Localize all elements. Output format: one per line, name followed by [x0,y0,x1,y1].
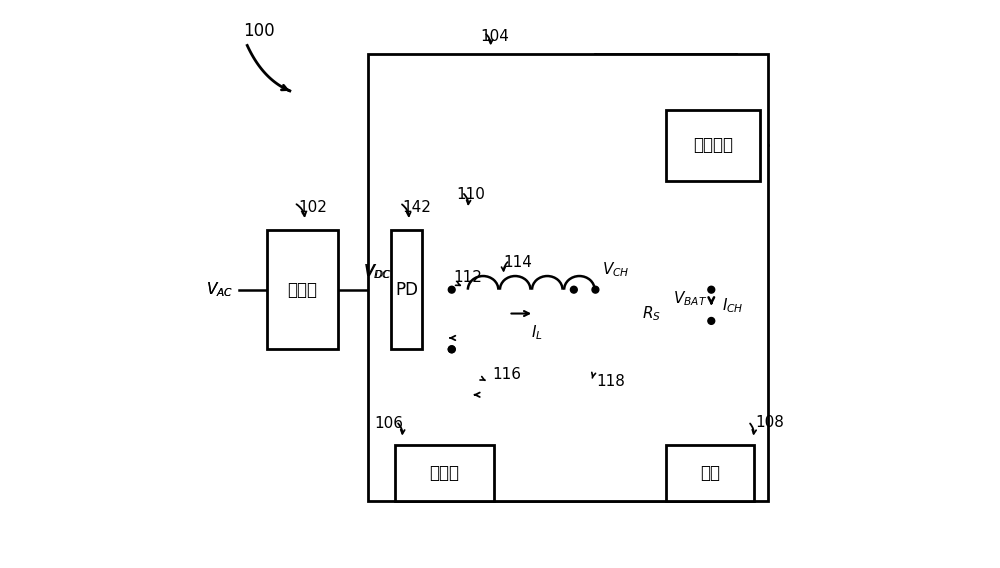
Polygon shape [395,445,494,501]
Text: 控制器: 控制器 [430,464,460,482]
Text: $V_{CH}$: $V_{CH}$ [602,261,630,279]
Text: $V_{BAT}$: $V_{BAT}$ [673,290,707,308]
Circle shape [448,286,455,293]
Text: 电池: 电池 [700,464,720,482]
Circle shape [570,286,577,293]
Text: $R_S$: $R_S$ [642,304,661,323]
Text: 114: 114 [504,255,533,270]
Text: 112: 112 [453,270,482,285]
Text: $V_{AC}$: $V_{AC}$ [206,281,233,299]
Circle shape [448,346,455,353]
Text: 116: 116 [492,367,521,382]
Text: 118: 118 [597,374,625,390]
Text: 110: 110 [456,187,485,202]
Polygon shape [666,445,754,501]
Circle shape [708,318,715,324]
Text: $I_{CH}$: $I_{CH}$ [722,296,743,315]
Text: 108: 108 [755,415,784,430]
Text: 102: 102 [298,200,327,215]
Text: $V_{DC}$: $V_{DC}$ [364,262,392,281]
Text: $V_{AC}$: $V_{AC}$ [206,281,233,299]
Text: $I_L$: $I_L$ [531,323,543,341]
Circle shape [448,346,455,353]
Text: 适配器: 适配器 [288,281,318,299]
Text: 系统电路: 系统电路 [693,136,733,154]
Polygon shape [431,216,593,423]
Text: 100: 100 [243,22,275,40]
Polygon shape [267,230,338,349]
Text: 106: 106 [375,416,404,431]
Circle shape [708,286,715,293]
Polygon shape [368,54,768,501]
Polygon shape [391,230,422,349]
Circle shape [592,286,599,293]
Text: 104: 104 [480,30,509,44]
Text: $V_{DC}$: $V_{DC}$ [363,262,391,281]
Text: PD: PD [395,281,418,299]
Text: 142: 142 [402,200,431,215]
Polygon shape [666,110,760,181]
